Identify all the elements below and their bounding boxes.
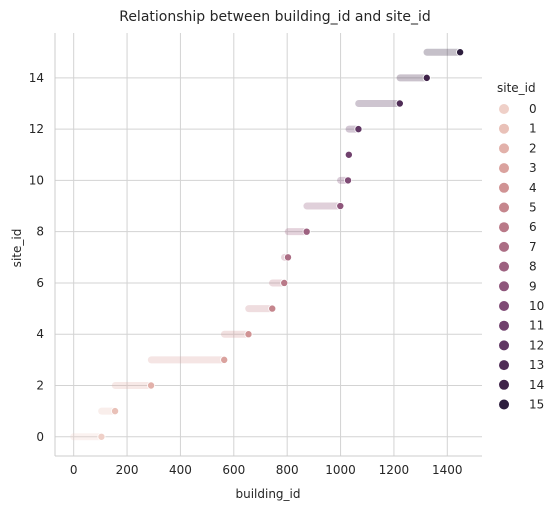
x-tick-label: 1200 (379, 463, 410, 477)
y-tick-label: 0 (36, 430, 44, 444)
legend-label: 10 (529, 299, 544, 313)
legend-label: 14 (529, 378, 544, 392)
legend-label: 5 (529, 201, 537, 215)
data-point-site-1 (111, 407, 120, 416)
grid-layer (55, 33, 482, 456)
chart-title: Relationship between building_id and sit… (119, 9, 431, 25)
legend-marker (499, 202, 509, 213)
x-axis-label: building_id (235, 487, 300, 501)
legend-label: 9 (529, 279, 537, 293)
legend-label: 11 (529, 319, 544, 333)
data-point-site-6 (280, 278, 289, 287)
legend-label: 3 (529, 161, 537, 175)
legend-label: 8 (529, 260, 537, 274)
x-tick-label: 600 (222, 463, 245, 477)
legend-marker (499, 379, 509, 390)
legend-marker (499, 104, 509, 114)
legend-marker (499, 261, 509, 272)
y-tick-label: 12 (29, 122, 44, 136)
data-point-site-15 (456, 48, 465, 57)
data-point-site-4 (244, 330, 253, 339)
x-tick-label: 800 (276, 463, 299, 477)
data-point-site-8 (302, 227, 311, 236)
legend-label: 15 (529, 398, 544, 412)
legend-label: 2 (529, 141, 537, 155)
legend-marker (499, 360, 509, 371)
data-point-site-14 (422, 73, 431, 82)
legend-label: 12 (529, 338, 544, 352)
y-tick-label: 14 (29, 71, 44, 85)
y-axis-label: site_id (10, 229, 24, 268)
legend-label: 13 (529, 358, 544, 372)
data-point-site-3 (220, 355, 229, 364)
legend-label: 4 (529, 181, 537, 195)
band-layer (70, 48, 464, 441)
y-tick-label: 6 (36, 276, 44, 290)
data-point-site-13 (395, 99, 404, 108)
x-tick-label: 1400 (432, 463, 463, 477)
legend-label: 7 (529, 240, 537, 254)
data-point-site-9 (336, 202, 345, 211)
legend-label: 6 (529, 220, 537, 234)
data-point-site-2 (147, 381, 156, 390)
legend-marker (499, 399, 509, 410)
data-point-site-7 (283, 253, 292, 262)
x-tick-label: 0 (70, 463, 78, 477)
point-layer (97, 48, 465, 441)
data-point-site-12 (354, 125, 363, 134)
data-point-site-0 (97, 432, 106, 441)
legend-marker (499, 222, 509, 233)
x-tick-label: 200 (116, 463, 139, 477)
legend-marker (499, 182, 509, 193)
y-tick-label: 8 (36, 225, 44, 239)
x-tick-label: 1000 (325, 463, 356, 477)
legend-marker (499, 123, 509, 134)
legend-marker (499, 241, 509, 252)
y-tick-label: 2 (36, 379, 44, 393)
legend-label: 1 (529, 122, 537, 136)
legend-marker (499, 340, 509, 351)
legend-title: site_id (497, 81, 536, 95)
y-tick-label: 4 (36, 327, 44, 341)
legend-label: 0 (529, 102, 537, 116)
legend-marker (499, 320, 509, 331)
legend-marker (499, 281, 509, 292)
legend-marker (499, 143, 509, 154)
legend-marker (499, 163, 509, 174)
legend-marker (499, 301, 509, 311)
x-tick-label: 400 (169, 463, 192, 477)
data-point-site-11 (344, 150, 353, 159)
y-tick-label: 10 (29, 173, 44, 187)
axes-layer: 0 200 400 600 800 1000 1200 1400 0 2 4 6 8 10 12 14 (29, 33, 482, 477)
data-point-site-5 (268, 304, 277, 313)
data-point-site-10 (344, 176, 353, 185)
